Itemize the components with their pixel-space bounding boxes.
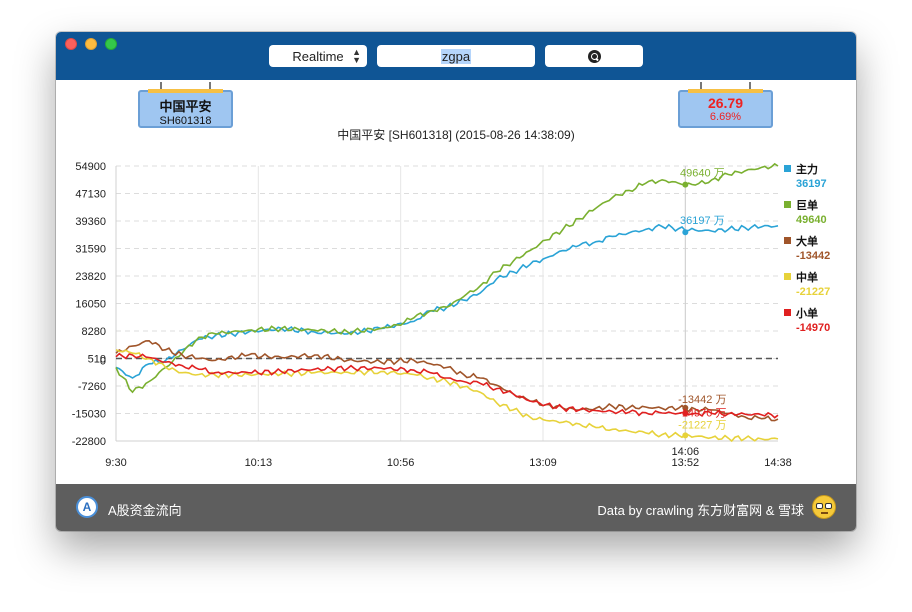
cursor-point	[682, 229, 689, 236]
cursor-value-label: 49640 万	[680, 168, 725, 180]
price-card: 26.79 6.69%	[678, 82, 773, 128]
legend-value: -14970	[796, 322, 830, 334]
data-credit: Data by crawling 东方财富网 & 雪球	[597, 503, 804, 518]
cursor-value-label: -21227 万	[678, 419, 726, 431]
app-window: Realtime ▲ ▼ zgpa 54900 47130 39360 31590 238…	[56, 32, 856, 531]
y-tick-label: -22800	[72, 436, 106, 448]
chart-title: 中国平安 [SH601318] (2015-08-26 14:38:09)	[337, 128, 575, 142]
legend-name: 主力	[796, 162, 818, 176]
cool-face-icon[interactable]	[812, 495, 836, 519]
select-arrows-icon: ▲ ▼	[352, 47, 361, 65]
cursor-point	[682, 432, 689, 439]
legend-value: 36197	[796, 178, 827, 190]
zoom-window-button[interactable]	[105, 38, 117, 50]
search-icon	[587, 49, 601, 63]
y-tick-label: 510	[88, 354, 106, 366]
stock-card: 中国平安 SH601318	[138, 82, 233, 128]
legend-name: 大单	[796, 234, 818, 248]
stock-search-input[interactable]: zgpa	[377, 45, 535, 67]
series-line-2	[115, 339, 779, 422]
close-window-button[interactable]	[65, 38, 77, 50]
legend-name: 中单	[796, 270, 818, 284]
cursor-point	[682, 181, 689, 188]
app-logo-icon: A	[76, 496, 98, 518]
y-tick-label: 47130	[75, 189, 106, 201]
minimize-window-button[interactable]	[85, 38, 97, 50]
series-line-0	[115, 223, 779, 379]
mode-select[interactable]: Realtime ▲ ▼	[269, 45, 367, 67]
cursor-point	[682, 404, 689, 411]
card-hook-icon	[160, 82, 162, 90]
legend-name: 巨单	[796, 198, 818, 212]
legend-value: -13442	[796, 250, 830, 262]
series-line-1	[115, 162, 779, 394]
mode-select-value: Realtime	[292, 48, 344, 64]
x-tick-label: 13:52	[672, 457, 700, 469]
y-tick-label: 0	[100, 355, 106, 367]
stock-search-value: zgpa	[440, 48, 472, 64]
y-tick-label: 54900	[75, 161, 106, 173]
card-tab	[688, 89, 763, 93]
price-change: 6.69%	[709, 111, 742, 123]
y-tick-label: 31590	[75, 244, 106, 256]
y-tick-label: 16050	[75, 299, 106, 311]
legend-swatch	[784, 237, 791, 244]
legend-swatch	[784, 273, 791, 280]
search-button[interactable]	[545, 45, 643, 67]
cursor-value-label: 36197 万	[680, 215, 725, 227]
x-tick-label: 10:56	[387, 457, 415, 469]
y-tick-label: 23820	[75, 271, 106, 283]
x-tick-label: 10:13	[245, 457, 273, 469]
card-tab	[148, 89, 223, 93]
legend-swatch	[784, 309, 791, 316]
stock-code: SH601318	[159, 115, 212, 127]
legend-value: 49640	[796, 214, 827, 226]
x-tick-label: 13:09	[529, 457, 557, 469]
time-cursor-label: 14:06	[672, 446, 700, 458]
y-tick-label: 39360	[75, 216, 106, 228]
legend-swatch	[784, 165, 791, 172]
card-hook-icon	[209, 82, 211, 90]
stock-name: 中国平安	[159, 99, 212, 114]
legend-name: 小单	[795, 306, 818, 320]
legend-swatch	[784, 201, 791, 208]
cursor-value-label: -14970 万	[678, 407, 726, 419]
legend-value: -21227	[796, 286, 830, 298]
footer: A A股资金流向 Data by crawling 东方财富网 & 雪球	[56, 484, 856, 531]
stock-price: 26.79	[707, 95, 744, 111]
app-name: A股资金流向	[108, 503, 182, 518]
x-tick-label: 9:30	[105, 457, 126, 469]
titlebar: Realtime ▲ ▼ zgpa	[56, 32, 856, 80]
cursor-point	[682, 410, 689, 417]
y-tick-label: -7260	[78, 381, 106, 393]
card-hook-icon	[749, 82, 751, 90]
y-tick-label: 8280	[82, 326, 106, 338]
y-tick-label: -15030	[72, 409, 106, 421]
cursor-value-label: -13442 万	[678, 394, 726, 406]
card-hook-icon	[700, 82, 702, 90]
series-line-3	[115, 348, 779, 443]
x-tick-label: 14:38	[764, 457, 792, 469]
series-line-4	[115, 352, 779, 419]
